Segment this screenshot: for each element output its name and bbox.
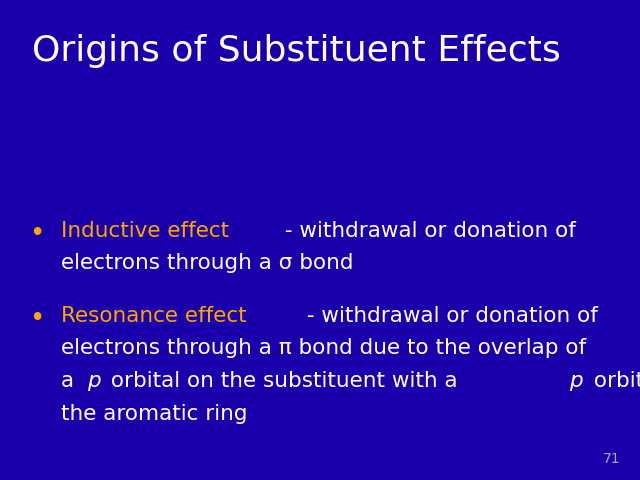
Text: Resonance effect: Resonance effect bbox=[61, 306, 246, 325]
Text: a: a bbox=[61, 371, 81, 391]
Text: orbital on the substituent with a: orbital on the substituent with a bbox=[104, 371, 465, 391]
Text: the aromatic ring: the aromatic ring bbox=[61, 404, 247, 423]
Text: p: p bbox=[86, 371, 100, 391]
Text: - withdrawal or donation of: - withdrawal or donation of bbox=[278, 221, 575, 241]
Text: Inductive effect: Inductive effect bbox=[61, 221, 229, 241]
Text: - withdrawal or donation of: - withdrawal or donation of bbox=[300, 306, 598, 325]
Text: 71: 71 bbox=[603, 452, 621, 466]
Text: p: p bbox=[570, 371, 583, 391]
Text: •: • bbox=[29, 221, 44, 247]
Text: electrons through a π bond due to the overlap of: electrons through a π bond due to the ov… bbox=[61, 338, 586, 358]
Text: Origins of Substituent Effects: Origins of Substituent Effects bbox=[32, 34, 561, 68]
Text: electrons through a σ bond: electrons through a σ bond bbox=[61, 253, 353, 274]
Text: •: • bbox=[29, 306, 44, 332]
Text: orbital on: orbital on bbox=[587, 371, 640, 391]
